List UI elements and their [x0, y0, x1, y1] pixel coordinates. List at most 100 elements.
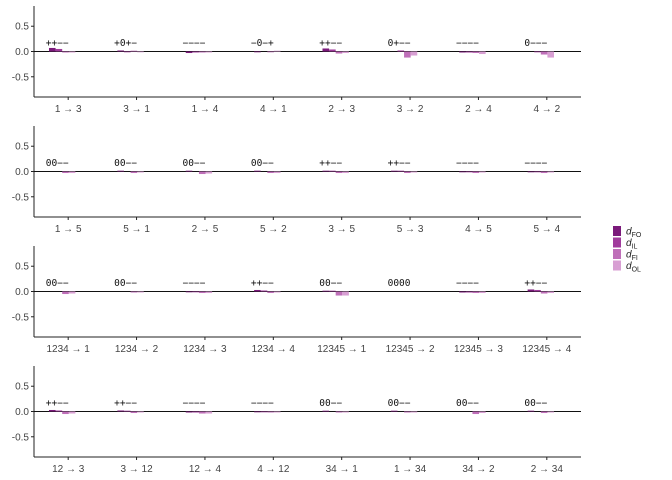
y-tick-label: 0.0 [15, 287, 29, 298]
sign-label: 00−− [114, 158, 137, 169]
bar-il [55, 48, 63, 52]
bar-fo [459, 51, 466, 53]
bar-ol [479, 411, 486, 414]
sign-label: −−−− [456, 278, 479, 289]
sign-label: ++−− [251, 278, 274, 289]
x-tick-label: 2 → 34 [531, 464, 564, 475]
bar-il [329, 170, 336, 172]
x-tick-label: 3 → 12 [120, 464, 153, 475]
bar-fi [335, 51, 343, 54]
bar-fi [404, 411, 411, 413]
bar-fi [267, 171, 274, 174]
bar-il [329, 290, 336, 292]
bar-ol [137, 411, 144, 413]
bar-fo [185, 411, 193, 413]
y-tick-label: 0.5 [15, 262, 29, 273]
bar-ol [342, 171, 349, 174]
sign-label: 00−− [114, 278, 137, 289]
bar-ol [273, 50, 281, 52]
sign-label: 00−− [524, 398, 547, 409]
bar-ol [273, 171, 281, 174]
x-tick-label: 5 → 1 [123, 224, 150, 235]
bar-il [192, 291, 199, 293]
bar-fo [527, 171, 535, 173]
sign-label: −−−− [524, 158, 547, 169]
bar-fo [322, 410, 330, 412]
bar-fi [335, 171, 343, 174]
sign-label: 00−− [182, 158, 205, 169]
bar-fi [267, 291, 274, 294]
bar-fo [322, 48, 330, 52]
bar-fi [62, 171, 69, 174]
bar-il [534, 289, 541, 292]
bar-ol [273, 291, 281, 293]
bar-ol [342, 291, 349, 296]
x-tick-label: 34 → 2 [462, 464, 495, 475]
y-tick-label: 0.5 [15, 142, 29, 153]
bar-il [260, 290, 268, 292]
x-tick-label: 12 → 3 [52, 464, 85, 475]
sign-label: −−−− [251, 398, 274, 409]
y-tick-label: 0.0 [15, 407, 29, 418]
sign-label: ++−− [114, 398, 137, 409]
bar-ol [68, 291, 76, 294]
bar-fi [62, 411, 69, 415]
sign-label: −−−− [456, 158, 479, 169]
bar-fo [117, 50, 124, 52]
legend-label: dIL [626, 238, 638, 251]
bar-fi [472, 171, 480, 174]
bar-ol [273, 411, 281, 413]
sign-label: −−−− [456, 38, 479, 49]
bar-ol [410, 411, 418, 413]
sign-label: ++−− [319, 38, 342, 49]
x-tick-label: 2 → 5 [192, 224, 219, 235]
bar-fo [48, 47, 56, 52]
x-tick-label: 34 → 1 [326, 464, 359, 475]
bar-fo [185, 291, 193, 293]
sign-label: 00−− [46, 158, 69, 169]
bar-fi [472, 51, 480, 54]
x-tick-label: 2 → 4 [465, 104, 492, 115]
sign-label: −−−− [182, 38, 205, 49]
sign-label: +0+− [114, 38, 137, 49]
bar-fo [254, 170, 261, 172]
bar-ol [137, 51, 144, 53]
bar-fo [527, 410, 535, 412]
bar-fi [335, 291, 343, 296]
bar-fi [198, 51, 206, 53]
x-tick-label: 5 → 3 [397, 224, 424, 235]
bar-ol [205, 51, 213, 53]
bar-fi [472, 291, 480, 294]
bar-fo [254, 411, 261, 413]
bar-fo [254, 289, 261, 292]
bar-ol [410, 51, 418, 56]
bar-fi [130, 171, 138, 174]
x-tick-label: 1234 → 3 [183, 344, 227, 355]
bar-il [397, 50, 405, 52]
bar-ol [205, 171, 213, 174]
x-tick-label: 1 → 4 [192, 104, 219, 115]
chart-panel-4: 0.5 0.0 -0.5 12 → 3 ++−− 3 → 12 ++−− 12 → 4 −−−−… [12, 366, 581, 475]
bar-il [123, 51, 131, 53]
bar-fi [540, 291, 548, 294]
x-tick-label: 4 → 12 [257, 464, 290, 475]
bar-fo [527, 289, 535, 292]
x-tick-label: 4 → 5 [465, 224, 492, 235]
x-tick-label: 12 → 4 [189, 464, 222, 475]
y-tick-label: 0.5 [15, 382, 29, 393]
bar-il [534, 171, 541, 173]
bar-ol [547, 291, 555, 294]
sign-label: 0+−− [388, 38, 411, 49]
sign-label: −−−− [182, 278, 205, 289]
sign-label: 00−− [319, 278, 342, 289]
x-tick-label: 5 → 4 [533, 224, 560, 235]
sign-label: 0−−− [524, 38, 547, 49]
bar-fi [198, 171, 206, 175]
bar-fi [130, 411, 138, 414]
bar-fo [390, 410, 398, 412]
x-tick-label: 4 → 2 [533, 104, 560, 115]
x-tick-label: 3 → 1 [123, 104, 150, 115]
x-tick-label: 1234 → 4 [252, 344, 296, 355]
sign-label: ++−− [319, 158, 342, 169]
